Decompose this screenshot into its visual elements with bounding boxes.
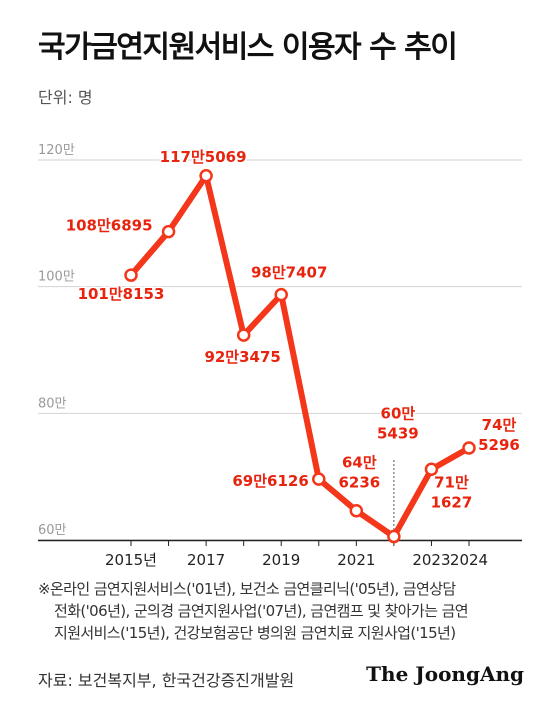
footnote-line-3: 지원서비스('15년), 건강보험공단 병의원 금연치료 지원사업('15년)	[54, 624, 456, 642]
data-point	[312, 472, 326, 486]
x-tick-label: 2019	[262, 551, 300, 569]
footnote-line-1: ※온라인 금연지원서비스('01년), 보건소 금연클리닉('05년), 금연상…	[38, 580, 456, 598]
data-label: 60만 5439	[377, 405, 419, 443]
y-tick-label: 80만	[38, 396, 67, 411]
x-tick-label: 2023	[412, 551, 450, 569]
data-label: 92만3475	[204, 348, 280, 366]
data-label: 101만8153	[78, 285, 165, 303]
y-tick-label: 120만	[38, 143, 75, 158]
data-point	[349, 503, 364, 518]
data-point	[161, 224, 176, 239]
data-point	[274, 287, 288, 302]
chart-title: 국가금연지원서비스 이용자 수 추이	[38, 30, 458, 65]
x-tick-label: 2024	[450, 551, 488, 569]
y-tick-label: 60만	[38, 523, 67, 538]
series-line	[128, 172, 472, 540]
data-label: 64만 6236	[338, 454, 380, 492]
data-point	[424, 462, 439, 477]
footnote: ※온라인 금연지원서비스('01년), 보건소 금연클리닉('05년), 금연상…	[38, 578, 538, 644]
data-point	[387, 529, 401, 544]
data-label: 71만 1627	[431, 473, 473, 511]
y-tick-label: 100만	[38, 270, 75, 285]
footnote-line-2: 전화('06년), 군의경 금연지원사업('07년), 금연캠프 및 찾아가는 …	[54, 602, 469, 620]
x-tick-label: 2015년	[105, 551, 157, 569]
data-point	[236, 328, 251, 342]
source-credit: 자료: 보건복지부, 한국건강증진개발원	[38, 671, 295, 690]
data-point	[199, 169, 213, 183]
x-tick-label: 2021	[337, 551, 375, 569]
data-point	[462, 441, 476, 455]
data-label: 69만6126	[232, 472, 308, 490]
data-label: 117만5069	[160, 148, 247, 166]
data-label: 74만 5296	[478, 416, 520, 454]
x-tick-label: 2017	[187, 551, 225, 569]
brand-logo: The JoongAng	[366, 662, 524, 686]
unit-label: 단위: 명	[38, 88, 93, 107]
data-label: 108만6895	[66, 217, 153, 235]
data-label: 98만7407	[251, 264, 327, 282]
line-chart: 60만 80만 100만 120만 2015년 2017 2019 2021 2023 2024 1…	[38, 143, 522, 569]
data-point	[124, 268, 138, 282]
